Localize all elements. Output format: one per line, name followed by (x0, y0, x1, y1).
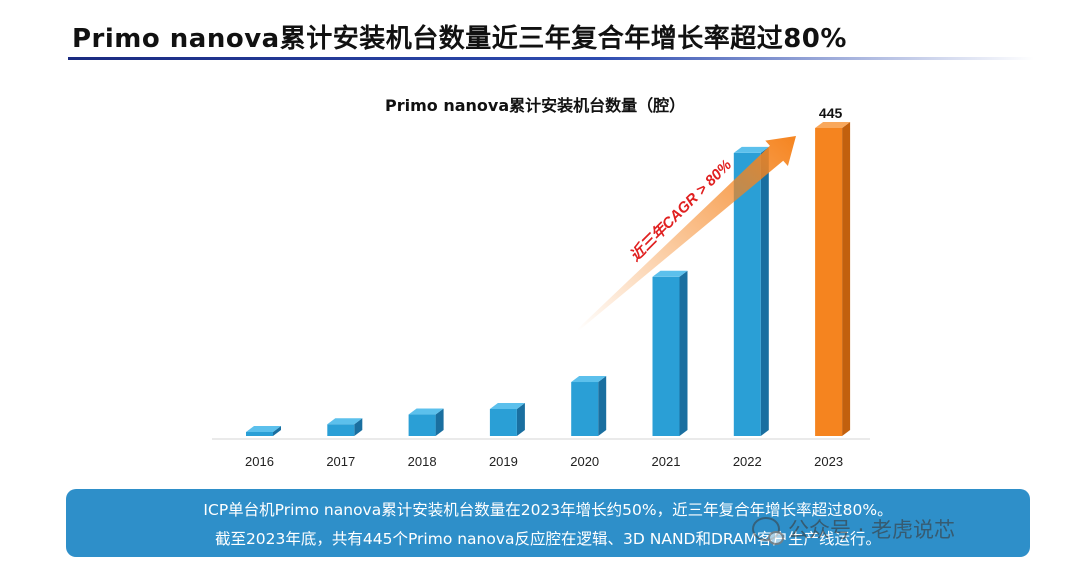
bar-2018 (408, 408, 444, 436)
bar-2023 (815, 122, 851, 436)
bar-side (435, 408, 444, 436)
x-tick-label: 2017 (326, 454, 355, 469)
watermark: 公众号 · 老虎说芯 (752, 514, 956, 545)
bar-2022 (733, 146, 769, 436)
summary-line-1: ICP单台机Primo nanova累计安装机台数量在2023年增长约50%，近… (203, 501, 893, 519)
bar-top (246, 426, 281, 432)
x-tick-label: 2018 (408, 454, 437, 469)
bar-top (408, 408, 444, 415)
bar-side (516, 403, 525, 436)
bar-face (652, 276, 680, 436)
x-tick-label: 2020 (570, 454, 599, 469)
bar-face (246, 432, 273, 436)
bar-side (760, 146, 769, 436)
bar-2021 (652, 270, 688, 436)
bar-top (327, 418, 363, 425)
bar-side (679, 270, 688, 436)
x-tick-label: 2022 (733, 454, 762, 469)
bar-2019 (489, 403, 525, 436)
bar-side (598, 376, 607, 436)
title-divider (68, 57, 1034, 60)
bar-top (571, 376, 607, 383)
summary-line-2: 截至2023年底，共有445个Primo nanova反应腔在逻辑、3D NAN… (214, 530, 882, 548)
data-label: 445 (819, 105, 843, 121)
x-tick-label: 2019 (489, 454, 518, 469)
wechat-icon (752, 517, 784, 545)
bar-face (327, 424, 355, 436)
x-tick-label: 2021 (652, 454, 681, 469)
bar-2016 (246, 426, 281, 436)
page-title: Primo nanova累计安装机台数量近三年复合年增长率超过80% (72, 24, 847, 54)
bar-top (489, 403, 525, 410)
x-tick-label: 2016 (245, 454, 274, 469)
chart-title: Primo nanova累计安装机台数量（腔） (385, 96, 686, 115)
bar-face (408, 414, 436, 436)
bar-2017 (327, 418, 363, 436)
bar-top (733, 146, 769, 153)
summary-box: ICP单台机Primo nanova累计安装机台数量在2023年增长约50%，近… (66, 489, 1030, 557)
watermark-text: 公众号 · 老虎说芯 (788, 518, 956, 542)
bar-2020 (571, 376, 607, 436)
bar-face (815, 128, 843, 436)
bar-side (273, 426, 281, 436)
bar-face (733, 152, 761, 436)
x-tick-label: 2023 (814, 454, 843, 469)
bar-top (815, 122, 851, 128)
bar-side (842, 122, 851, 436)
trend-arrow-icon (577, 136, 796, 331)
bar-face (571, 382, 599, 436)
bar-top (652, 270, 688, 277)
bar-face (489, 409, 517, 436)
bar-side (354, 418, 363, 436)
